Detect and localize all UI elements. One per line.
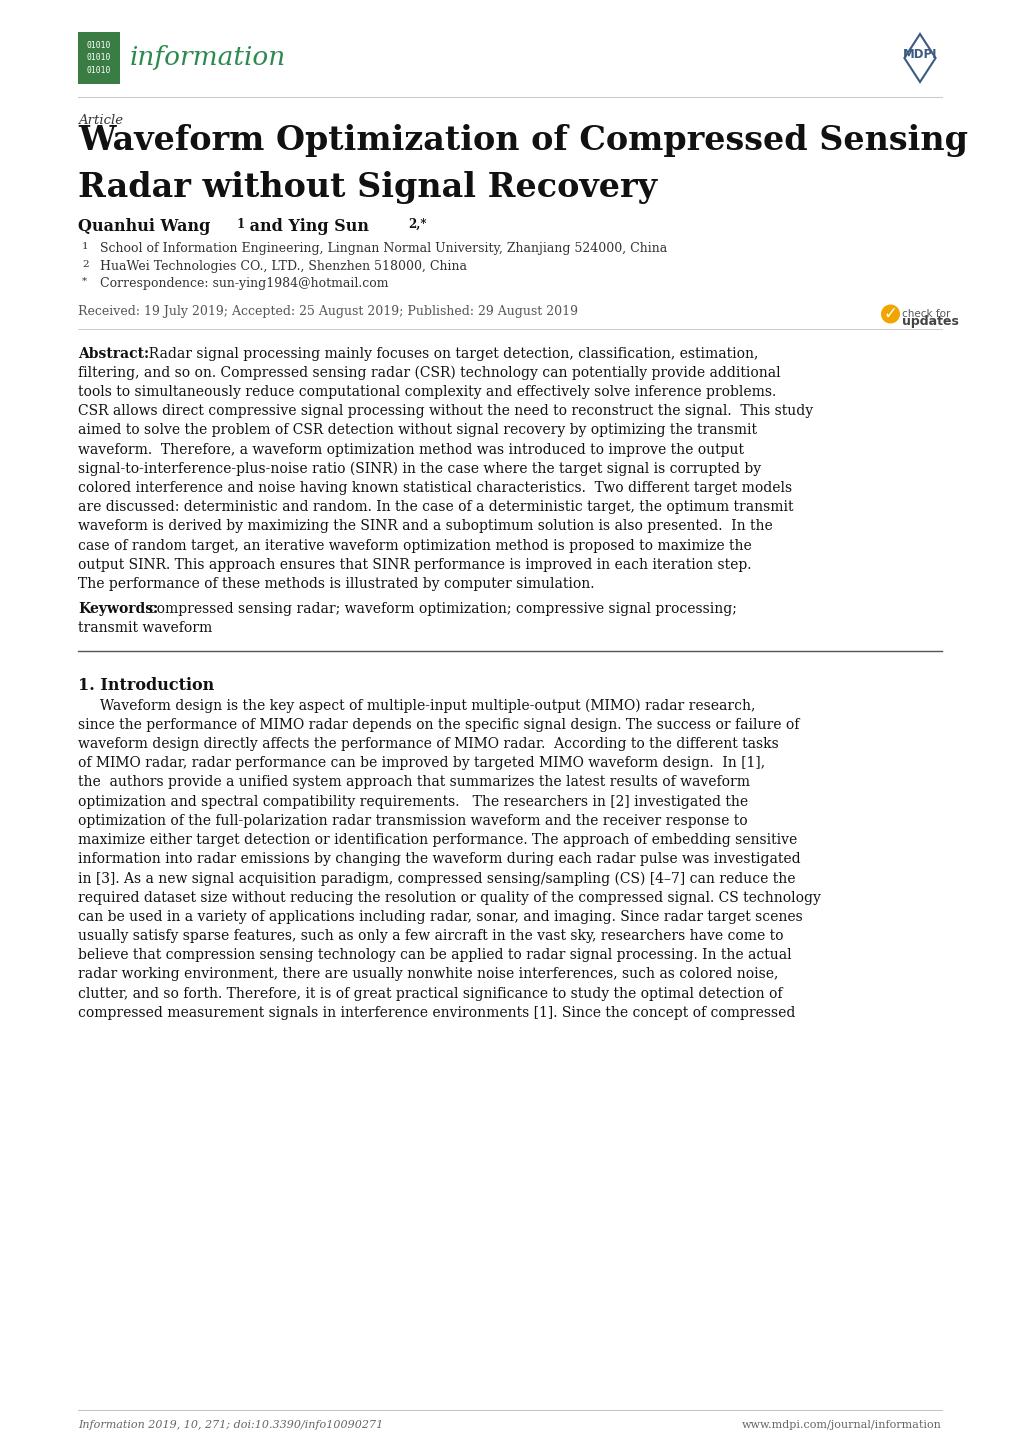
Text: transmit waveform: transmit waveform [77,622,212,636]
Text: waveform is derived by maximizing the SINR and a suboptimum solution is also pre: waveform is derived by maximizing the SI… [77,519,772,534]
Text: 1: 1 [82,242,89,251]
Text: of MIMO radar, radar performance can be improved by targeted MIMO waveform desig: of MIMO radar, radar performance can be … [77,756,764,770]
Text: and Ying Sun: and Ying Sun [244,218,374,235]
Polygon shape [904,35,934,82]
Text: 2,*: 2,* [408,218,426,231]
Text: Keywords:: Keywords: [77,603,158,616]
Text: Article: Article [77,114,123,127]
Text: the  authors provide a unified system approach that summarizes the latest result: the authors provide a unified system app… [77,776,749,789]
Text: case of random target, an iterative waveform optimization method is proposed to : case of random target, an iterative wave… [77,538,751,552]
Text: aimed to solve the problem of CSR detection without signal recovery by optimizin: aimed to solve the problem of CSR detect… [77,424,756,437]
Text: colored interference and noise having known statistical characteristics.  Two di: colored interference and noise having kn… [77,480,792,495]
Text: ✓: ✓ [882,304,897,323]
Text: required dataset size without reducing the resolution or quality of the compress: required dataset size without reducing t… [77,891,820,904]
Text: clutter, and so forth. Therefore, it is of great practical significance to study: clutter, and so forth. Therefore, it is … [77,986,782,1001]
Text: compressed measurement signals in interference environments [1]. Since the conce: compressed measurement signals in interf… [77,1005,795,1019]
Text: Correspondence: sun-ying1984@hotmail.com: Correspondence: sun-ying1984@hotmail.com [100,277,388,290]
Text: Radar without Signal Recovery: Radar without Signal Recovery [77,172,656,203]
Text: usually satisfy sparse features, such as only a few aircraft in the vast sky, re: usually satisfy sparse features, such as… [77,929,783,943]
Text: output SINR. This approach ensures that SINR performance is improved in each ite: output SINR. This approach ensures that … [77,558,751,571]
Text: 01010
01010
01010: 01010 01010 01010 [87,40,111,75]
Text: *: * [82,277,87,286]
Text: optimization of the full-polarization radar transmission waveform and the receiv: optimization of the full-polarization ra… [77,813,747,828]
Text: CSR allows direct compressive signal processing without the need to reconstruct : CSR allows direct compressive signal pro… [77,404,812,418]
FancyBboxPatch shape [77,32,120,84]
Text: in [3]. As a new signal acquisition paradigm, compressed sensing/sampling (CS) [: in [3]. As a new signal acquisition para… [77,871,795,885]
Text: since the performance of MIMO radar depends on the specific signal design. The s: since the performance of MIMO radar depe… [77,718,799,731]
Text: optimization and spectral compatibility requirements.   The researchers in [2] i: optimization and spectral compatibility … [77,795,747,809]
Text: 1: 1 [236,218,245,231]
Text: are discussed: deterministic and random. In the case of a deterministic target, : are discussed: deterministic and random.… [77,500,793,515]
Text: www.mdpi.com/journal/information: www.mdpi.com/journal/information [742,1420,942,1430]
Text: The performance of these methods is illustrated by computer simulation.: The performance of these methods is illu… [77,577,594,591]
Text: updates: updates [901,314,958,327]
Text: information into radar emissions by changing the waveform during each radar puls: information into radar emissions by chan… [77,852,800,867]
Text: HuaWei Technologies CO., LTD., Shenzhen 518000, China: HuaWei Technologies CO., LTD., Shenzhen … [100,260,467,273]
Text: maximize either target detection or identification performance. The approach of : maximize either target detection or iden… [77,833,797,846]
Text: Radar signal processing mainly focuses on target detection, classification, esti: Radar signal processing mainly focuses o… [140,346,757,360]
Text: Information 2019, 10, 271; doi:10.3390/info10090271: Information 2019, 10, 271; doi:10.3390/i… [77,1420,383,1430]
Text: 2: 2 [82,260,89,268]
Text: check for: check for [901,309,950,319]
Text: Waveform design is the key aspect of multiple-input multiple-output (MIMO) radar: Waveform design is the key aspect of mul… [77,698,755,712]
Circle shape [880,306,899,323]
Text: information: information [129,46,286,71]
Text: 1. Introduction: 1. Introduction [77,676,214,694]
Text: believe that compression sensing technology can be applied to radar signal proce: believe that compression sensing technol… [77,947,791,962]
Text: Waveform Optimization of Compressed Sensing: Waveform Optimization of Compressed Sens… [77,124,967,157]
Text: compressed sensing radar; waveform optimization; compressive signal processing;: compressed sensing radar; waveform optim… [140,603,736,616]
Text: MDPI: MDPI [902,49,936,62]
Text: waveform design directly affects the performance of MIMO radar.  According to th: waveform design directly affects the per… [77,737,777,751]
Text: Quanhui Wang: Quanhui Wang [77,218,216,235]
Text: signal-to-interference-plus-noise ratio (SINR) in the case where the target sign: signal-to-interference-plus-noise ratio … [77,461,760,476]
Text: waveform.  Therefore, a waveform optimization method was introduced to improve t: waveform. Therefore, a waveform optimiza… [77,443,743,457]
Text: School of Information Engineering, Lingnan Normal University, Zhanjiang 524000, : School of Information Engineering, Lingn… [100,242,666,255]
Text: Abstract:: Abstract: [77,346,149,360]
Text: filtering, and so on. Compressed sensing radar (CSR) technology can potentially : filtering, and so on. Compressed sensing… [77,366,780,381]
Text: Received: 19 July 2019; Accepted: 25 August 2019; Published: 29 August 2019: Received: 19 July 2019; Accepted: 25 Aug… [77,304,578,317]
Text: tools to simultaneously reduce computational complexity and effectively solve in: tools to simultaneously reduce computati… [77,385,775,399]
Text: radar working environment, there are usually nonwhite noise interferences, such : radar working environment, there are usu… [77,968,777,982]
Text: can be used in a variety of applications including radar, sonar, and imaging. Si: can be used in a variety of applications… [77,910,802,924]
